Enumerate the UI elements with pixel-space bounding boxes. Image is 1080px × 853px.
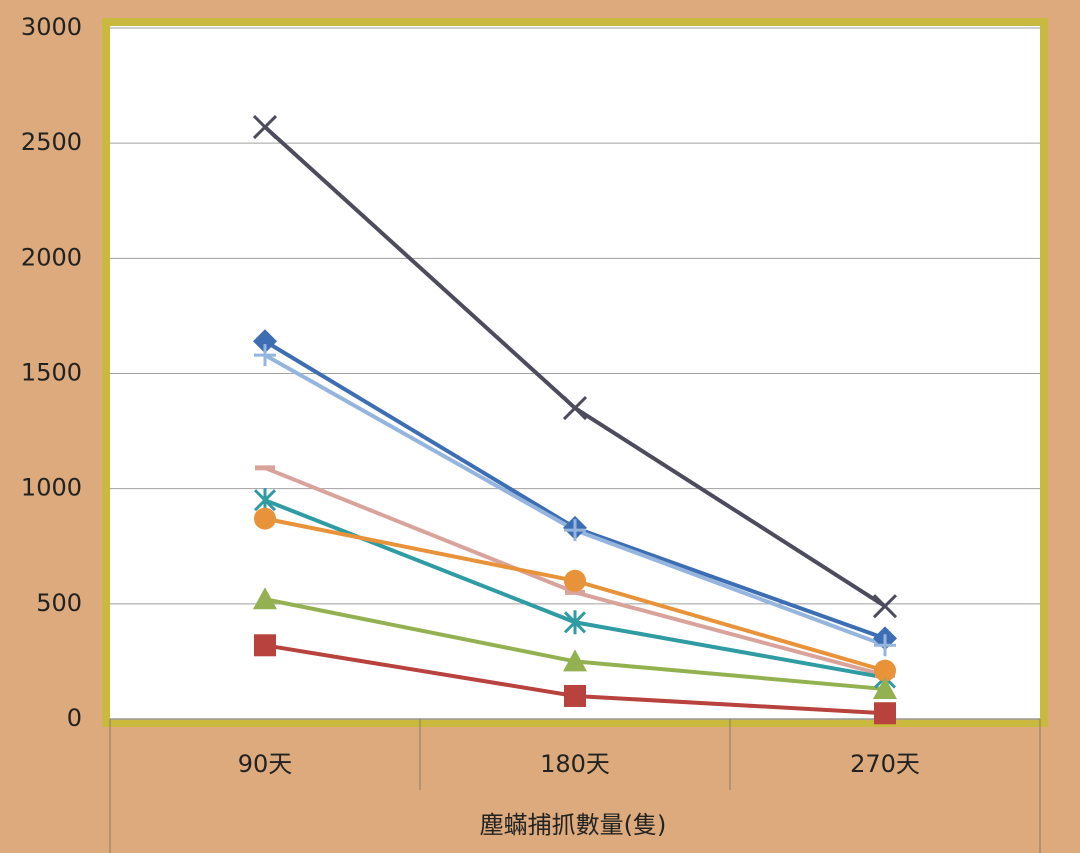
- marker: [874, 702, 896, 725]
- marker: [872, 594, 898, 619]
- y-tick-label: 0: [67, 704, 82, 732]
- x-tick-label: 180天: [540, 750, 610, 778]
- marker: [254, 634, 276, 657]
- marker: [253, 587, 277, 610]
- marker: [873, 677, 897, 700]
- marker: [564, 569, 586, 592]
- marker: [254, 344, 276, 367]
- x-tick-label: 270天: [850, 750, 920, 778]
- marker: [563, 649, 587, 672]
- y-tick-label: 2500: [21, 128, 82, 156]
- marker: [563, 610, 587, 635]
- y-tick-label: 3000: [21, 13, 82, 41]
- y-tick-label: 1500: [21, 359, 82, 387]
- marker: [253, 329, 277, 354]
- marker: [564, 519, 586, 542]
- x-axis-title: 塵蟎捕抓數量(隻): [480, 811, 667, 839]
- y-tick-label: 500: [36, 589, 82, 617]
- marker: [874, 634, 896, 657]
- marker: [252, 114, 278, 140]
- marker: [562, 395, 588, 421]
- x-tick-label: 90天: [238, 750, 293, 778]
- marker: [564, 684, 586, 707]
- marker: [254, 507, 276, 530]
- marker: [874, 659, 896, 682]
- y-tick-label: 1000: [21, 474, 82, 502]
- y-tick-label: 2000: [21, 243, 82, 271]
